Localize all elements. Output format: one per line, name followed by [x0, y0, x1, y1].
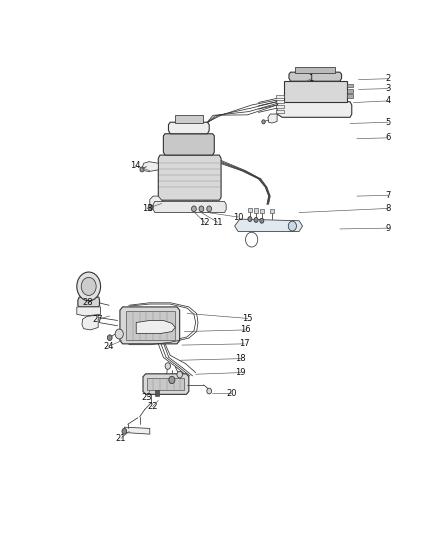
- Circle shape: [115, 329, 124, 339]
- Polygon shape: [126, 311, 175, 340]
- Polygon shape: [235, 219, 303, 231]
- Polygon shape: [136, 320, 175, 334]
- Text: 17: 17: [239, 340, 250, 349]
- Text: 7: 7: [385, 191, 391, 200]
- Text: 23: 23: [142, 393, 152, 402]
- Circle shape: [122, 429, 127, 434]
- Bar: [175, 115, 203, 124]
- Circle shape: [191, 206, 196, 212]
- Text: 19: 19: [236, 368, 246, 377]
- Polygon shape: [82, 315, 98, 330]
- Polygon shape: [277, 102, 352, 117]
- Bar: [147, 378, 184, 390]
- Text: 21: 21: [116, 434, 126, 443]
- Bar: [346, 89, 353, 93]
- Bar: [276, 104, 284, 108]
- Polygon shape: [150, 196, 165, 207]
- Bar: [155, 390, 159, 395]
- Circle shape: [177, 372, 182, 378]
- Circle shape: [107, 335, 112, 341]
- Bar: [260, 209, 264, 213]
- Text: 9: 9: [385, 224, 391, 232]
- Circle shape: [77, 272, 101, 301]
- Text: 1: 1: [308, 74, 314, 83]
- Text: 11: 11: [212, 218, 223, 227]
- Polygon shape: [143, 374, 189, 394]
- Circle shape: [248, 216, 252, 222]
- Bar: [254, 208, 258, 213]
- Circle shape: [262, 120, 265, 124]
- Text: 18: 18: [236, 354, 246, 363]
- Circle shape: [81, 277, 96, 295]
- Text: 3: 3: [385, 84, 391, 93]
- Text: 16: 16: [240, 326, 251, 334]
- Text: 20: 20: [226, 389, 237, 398]
- Bar: [295, 67, 335, 73]
- Polygon shape: [284, 81, 347, 102]
- Bar: [346, 84, 353, 87]
- Polygon shape: [124, 427, 150, 434]
- Polygon shape: [142, 161, 158, 172]
- Polygon shape: [158, 155, 221, 200]
- Polygon shape: [289, 72, 342, 81]
- Text: 27: 27: [93, 314, 103, 324]
- Text: 6: 6: [385, 133, 391, 142]
- Text: 4: 4: [385, 96, 391, 106]
- Circle shape: [207, 388, 212, 394]
- Bar: [270, 209, 274, 213]
- Circle shape: [165, 363, 170, 369]
- Text: 12: 12: [200, 218, 210, 227]
- Polygon shape: [120, 307, 180, 344]
- Circle shape: [148, 205, 153, 211]
- Bar: [276, 100, 284, 103]
- Circle shape: [260, 219, 264, 223]
- Text: 2: 2: [385, 74, 391, 83]
- Polygon shape: [77, 307, 101, 316]
- Bar: [276, 109, 284, 113]
- Circle shape: [199, 206, 204, 212]
- Text: 22: 22: [147, 402, 158, 411]
- Bar: [346, 94, 353, 98]
- Circle shape: [246, 232, 258, 247]
- Text: 8: 8: [385, 204, 391, 213]
- Text: 28: 28: [83, 298, 93, 308]
- Circle shape: [207, 206, 212, 212]
- Text: 13: 13: [142, 204, 152, 213]
- Polygon shape: [163, 134, 214, 155]
- Text: 14: 14: [130, 161, 141, 170]
- Bar: [276, 95, 284, 99]
- Polygon shape: [153, 201, 226, 213]
- Text: 5: 5: [385, 118, 391, 127]
- Circle shape: [169, 376, 175, 384]
- Circle shape: [140, 167, 144, 172]
- Text: 10: 10: [233, 213, 243, 222]
- Polygon shape: [78, 297, 99, 307]
- Bar: [207, 200, 212, 207]
- Circle shape: [254, 217, 258, 222]
- Text: 15: 15: [242, 314, 253, 323]
- Bar: [192, 200, 196, 207]
- Polygon shape: [169, 122, 209, 134]
- Circle shape: [288, 221, 297, 231]
- Bar: [199, 200, 204, 207]
- Text: 24: 24: [103, 342, 113, 351]
- Polygon shape: [268, 114, 277, 123]
- Bar: [248, 207, 251, 212]
